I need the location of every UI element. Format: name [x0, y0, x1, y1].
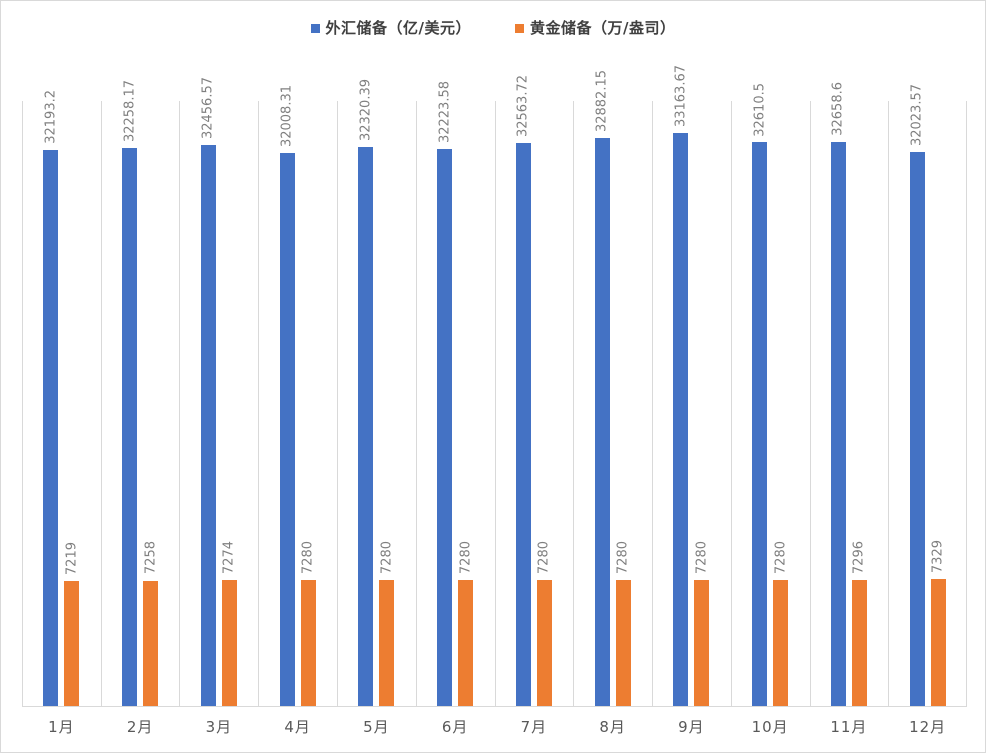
bar-group-5月: 32320.39 7280 [337, 79, 416, 706]
bar-group-10月: 32610.5 7280 [731, 83, 810, 706]
x-axis-label-10月: 10月 [751, 718, 789, 736]
gridline [336, 101, 338, 706]
x-axis-label-9月: 9月 [678, 718, 705, 736]
gold-reserves-value-label: 7280 [300, 541, 316, 575]
fx-reserves-bar-9月[interactable]: 33163.67 [673, 65, 689, 706]
gold-reserves-bar-10月[interactable]: 7280 [773, 541, 789, 706]
fx-reserves-value-label: 32610.5 [752, 82, 768, 137]
fx-reserves-value-label: 32023.57 [909, 84, 925, 147]
plot-area: 32193.2 7219 32258.17 7258 32456.57 7274 32008… [22, 65, 967, 707]
gold-reserves-bar-7月[interactable]: 7280 [536, 541, 552, 706]
gold-reserves-value-label: 7274 [221, 541, 237, 575]
gold-reserves-bar-8月[interactable]: 7280 [615, 541, 631, 706]
gold-reserves-bar-11月[interactable]: 7296 [851, 541, 867, 706]
gold-reserves-value-label: 7329 [930, 540, 946, 574]
bar-group-12月: 32023.57 7329 [888, 84, 967, 706]
x-axis-label-7月: 7月 [520, 718, 548, 736]
gold-reserves-value-label: 7280 [694, 541, 710, 575]
x-axis-label-5月: 5月 [363, 718, 390, 736]
gridline [573, 101, 575, 706]
fx-reserves-swatch-icon [310, 23, 320, 33]
fx-reserves-bar-6月[interactable]: 32223.58 [437, 81, 453, 706]
fx-reserves-value-label: 32223.58 [437, 80, 453, 143]
fx-reserves-value-label: 32563.72 [515, 75, 531, 138]
fx-reserves-value-label: 32882.15 [594, 69, 610, 132]
fx-reserves-bar-3月[interactable]: 32456.57 [200, 77, 216, 706]
legend-label-fx-reserves: 外汇储备（亿/美元） [325, 19, 471, 37]
fx-reserves-value-label: 32658.6 [830, 81, 846, 136]
gold-reserves-value-label: 7296 [851, 540, 867, 574]
gridline [258, 101, 260, 706]
legend-item-fx-reserves[interactable]: 外汇储备（亿/美元） [310, 17, 471, 38]
x-axis-label-11月: 11月 [830, 718, 868, 736]
gold-reserves-value-label: 7280 [536, 541, 552, 575]
fx-reserves-bar-1月[interactable]: 32193.2 [43, 90, 59, 706]
gridline [888, 101, 890, 706]
fx-reserves-value-label: 32193.2 [43, 89, 59, 144]
fx-reserves-bar-7月[interactable]: 32563.72 [515, 75, 531, 706]
fx-reserves-value-label: 33163.67 [673, 64, 689, 127]
gold-reserves-value-label: 7219 [64, 542, 80, 576]
fx-reserves-value-label: 32258.17 [122, 80, 138, 143]
gold-reserves-bar-12月[interactable]: 7329 [930, 540, 946, 706]
x-axis-label-3月: 3月 [205, 718, 233, 736]
bar-group-3月: 32456.57 7274 [179, 77, 258, 706]
fx-reserves-bar-4月[interactable]: 32008.31 [279, 85, 295, 706]
legend-label-gold-reserves: 黄金储备（万/盎司） [530, 19, 676, 37]
gold-reserves-value-label: 7280 [773, 541, 789, 575]
gridline [730, 101, 732, 706]
x-axis-label-12月: 12月 [909, 718, 947, 736]
bar-group-8月: 32882.15 7280 [573, 70, 652, 706]
gold-reserves-swatch-icon [515, 23, 524, 33]
fx-reserves-bar-2月[interactable]: 32258.17 [122, 80, 138, 706]
fx-reserves-bar-10月[interactable]: 32610.5 [752, 83, 768, 706]
gold-reserves-value-label: 7280 [379, 541, 395, 575]
gold-reserves-value-label: 7280 [615, 541, 631, 575]
fx-reserves-bar-12月[interactable]: 32023.57 [909, 84, 925, 706]
x-axis-label-8月: 8月 [599, 718, 626, 736]
gold-reserves-bar-1月[interactable]: 7219 [64, 542, 80, 706]
fx-reserves-bar-5月[interactable]: 32320.39 [358, 79, 374, 706]
fx-reserves-bar-11月[interactable]: 32658.6 [830, 82, 846, 706]
gridline [22, 101, 23, 706]
fx-reserves-value-label: 32008.31 [279, 84, 295, 147]
x-axis-label-1月: 1月 [48, 718, 75, 736]
gridline [415, 101, 417, 706]
gold-reserves-bar-3月[interactable]: 7274 [221, 541, 237, 706]
gold-reserves-bar-4月[interactable]: 7280 [300, 541, 316, 706]
bar-group-1月: 32193.2 7219 [22, 90, 101, 706]
x-axis: 1月 2月 3月 4月 5月 6月 7月 8月 9月 10月 11月 12月 [22, 707, 967, 737]
gridline [100, 101, 102, 706]
gold-reserves-value-label: 7258 [143, 541, 159, 575]
gridline [494, 101, 496, 706]
gold-reserves-bar-6月[interactable]: 7280 [458, 541, 474, 706]
bar-group-4月: 32008.31 7280 [258, 85, 337, 706]
gridline [179, 101, 181, 706]
bar-group-9月: 33163.67 7280 [652, 65, 731, 706]
bar-group-11月: 32658.6 7296 [810, 82, 889, 706]
x-axis-label-2月: 2月 [126, 718, 154, 736]
legend-item-gold-reserves[interactable]: 黄金储备（万/盎司） [515, 17, 675, 38]
fx-reserves-value-label: 32456.57 [200, 76, 216, 139]
gridline [651, 101, 653, 706]
gold-reserves-value-label: 7280 [458, 541, 474, 575]
bar-group-2月: 32258.17 7258 [101, 80, 180, 706]
gold-reserves-bar-9月[interactable]: 7280 [694, 541, 710, 706]
x-axis-label-6月: 6月 [441, 718, 469, 736]
gridline [966, 101, 967, 706]
x-axis-label-4月: 4月 [284, 718, 311, 736]
chart-legend: 外汇储备（亿/美元） 黄金储备（万/盎司） [1, 17, 985, 38]
fx-reserves-bar-8月[interactable]: 32882.15 [594, 70, 610, 706]
fx-reserves-value-label: 32320.39 [358, 79, 374, 142]
gold-reserves-bar-2月[interactable]: 7258 [143, 541, 159, 706]
gold-reserves-bar-5月[interactable]: 7280 [379, 541, 395, 706]
bar-group-6月: 32223.58 7280 [416, 81, 495, 706]
bar-group-7月: 32563.72 7280 [495, 75, 574, 706]
gridline [809, 101, 811, 706]
